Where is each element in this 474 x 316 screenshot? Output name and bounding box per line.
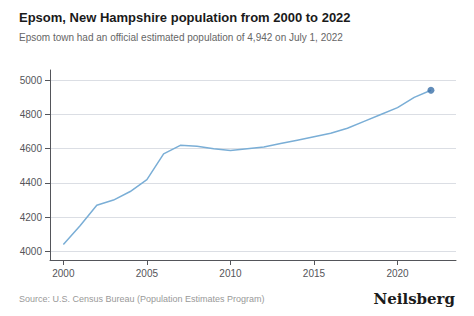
svg-text:Epsom town had an official est: Epsom town had an official estimated pop…: [19, 32, 343, 43]
svg-text:Epsom, New Hampshire populatio: Epsom, New Hampshire population from 200…: [19, 10, 351, 25]
svg-text:Neilsberg: Neilsberg: [373, 290, 455, 308]
svg-text:4000: 4000: [20, 246, 43, 257]
svg-text:2020: 2020: [386, 268, 409, 279]
svg-text:Source: U.S. Census Bureau (Po: Source: U.S. Census Bureau (Population E…: [19, 294, 265, 304]
svg-text:2000: 2000: [52, 268, 75, 279]
svg-text:4600: 4600: [20, 143, 43, 154]
svg-text:5000: 5000: [20, 75, 43, 86]
svg-text:4800: 4800: [20, 109, 43, 120]
svg-text:2015: 2015: [303, 268, 326, 279]
svg-text:4200: 4200: [20, 212, 43, 223]
svg-text:4400: 4400: [20, 177, 43, 188]
svg-text:2005: 2005: [136, 268, 159, 279]
svg-text:2010: 2010: [219, 268, 242, 279]
